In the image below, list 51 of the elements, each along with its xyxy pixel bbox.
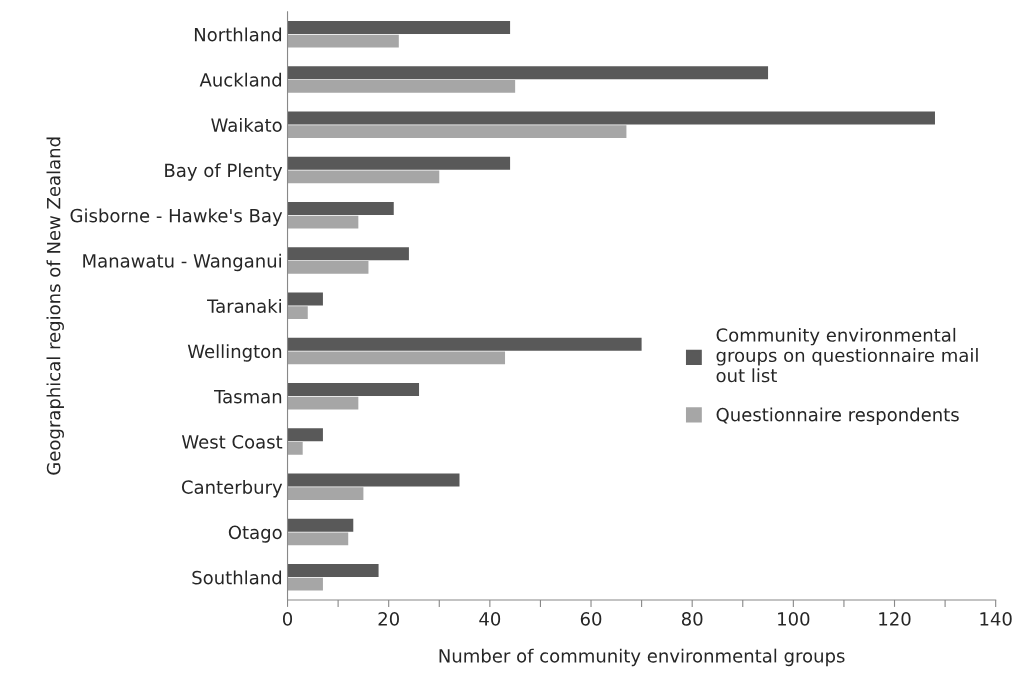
y-tick-label: Northland [194,27,282,42]
bar [287,396,359,410]
bar [287,292,323,306]
x-tick-label: 20 [378,612,399,626]
bar [287,170,440,184]
bar [287,518,354,532]
bar [287,215,359,229]
bar [287,79,516,93]
bar [287,473,460,487]
y-tick-label: Manawatu - Wanganui [83,253,281,272]
y-tick-label: Wellington [187,344,282,362]
bar [287,34,399,48]
y-tick-label: Tasman [214,390,282,404]
y-axis-title: Geographical regions of New Zealand [46,137,64,475]
bar [287,337,642,351]
bar [287,66,769,80]
bar [287,306,308,320]
y-tick-label: West Coast [181,435,283,449]
bar [287,351,506,365]
bar [287,428,323,442]
bar [287,125,627,139]
bar [287,260,369,274]
bar [287,111,935,125]
y-tick-label: Bay of Plenty [165,163,283,181]
bar [287,564,379,577]
bar [287,487,364,501]
x-tick-label: 40 [479,612,501,626]
bar [287,156,511,170]
y-tick-label: Southland [192,570,282,585]
y-tick-label: Gisborne - Hawke's Bay [70,208,283,226]
legend-label: Community environmental groups on questionnaire mail out list [716,327,978,383]
y-tick-label: Otago [228,525,282,543]
bar [287,202,394,215]
bar [287,532,349,546]
legend-label: Questionnaire respondents [716,407,959,425]
bar [287,441,303,455]
bar [287,383,420,396]
y-tick-label: Canterbury [181,479,283,498]
x-tick-label: 100 [778,612,810,626]
x-tick-label: 0 [282,612,293,626]
bar [287,577,323,591]
x-axis-title: Number of community environmental groups [439,648,845,667]
y-tick-label: Taranaki [207,298,281,313]
y-tick-label: Waikato [211,117,282,132]
x-tick-label: 80 [681,612,703,626]
bar [287,21,511,34]
y-tick-label: Auckland [199,72,282,87]
bar [287,247,409,261]
x-tick-label: 140 [980,612,1012,626]
x-tick-label: 60 [580,612,602,626]
x-tick-label: 120 [879,612,911,626]
